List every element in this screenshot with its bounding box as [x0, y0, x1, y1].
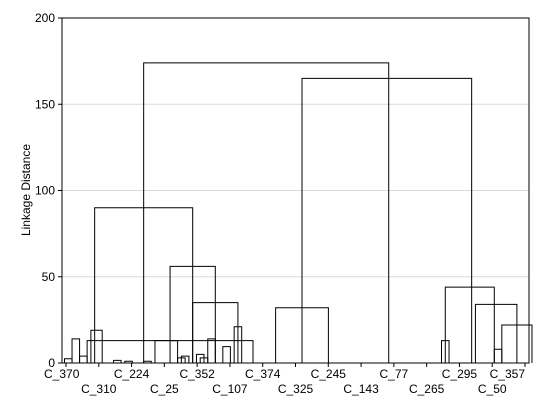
y-tick-label: 0	[48, 356, 55, 370]
dendrogram-link	[301, 77, 473, 363]
x-leaf-label: C_352	[179, 367, 215, 381]
dendrogram-link	[222, 346, 231, 363]
dendrogram-link	[64, 358, 73, 363]
x-leaf-label: C_310	[81, 382, 117, 396]
dendrogram-link	[113, 359, 122, 363]
x-leaf-label: C_50	[478, 382, 507, 396]
x-leaf-label: C_374	[245, 367, 281, 381]
y-tick-label: 200	[35, 11, 55, 25]
dendrogram-branches	[64, 62, 533, 363]
x-leaf-label: C_370	[44, 367, 80, 381]
y-tick-label: 100	[35, 184, 55, 198]
dendrogram-link	[195, 353, 205, 363]
x-leaf-label: C_77	[380, 367, 409, 381]
dendrogram-link	[493, 348, 503, 363]
x-leaf-label: C_245	[311, 367, 347, 381]
y-tick-label: 150	[35, 97, 55, 111]
dendrogram-link	[207, 338, 216, 363]
x-leaf-label: C_295	[442, 367, 478, 381]
x-leaf-label: C_357	[490, 367, 526, 381]
y-axis-title: Linkage Distance	[19, 144, 33, 236]
dendrogram-link	[90, 329, 103, 363]
x-leaf-label: C_265	[409, 382, 445, 396]
dendrogram-link	[86, 340, 179, 363]
dendrogram-link	[154, 340, 254, 363]
grid-lines	[62, 103, 529, 278]
dendrogram-link	[180, 355, 190, 363]
x-leaf-label: C_25	[150, 382, 179, 396]
dendrogram-link	[444, 286, 495, 363]
dendrogram-link	[79, 355, 88, 363]
x-leaf-label: C_224	[114, 367, 150, 381]
dendrogram-link	[71, 338, 81, 363]
x-leaf-label: C_107	[212, 382, 248, 396]
dendrogram-link	[474, 303, 518, 363]
y-axis: 0 50 100 150 200	[35, 11, 62, 370]
y-tick-label: 50	[42, 270, 56, 284]
x-leaf-label: C_325	[278, 382, 314, 396]
x-axis: C_370C_310C_224C_25C_352C_107C_374C_325C…	[44, 363, 526, 396]
x-leaf-label: C_143	[343, 382, 379, 396]
dendrogram-link	[143, 62, 390, 363]
dendrogram-link	[124, 360, 133, 363]
